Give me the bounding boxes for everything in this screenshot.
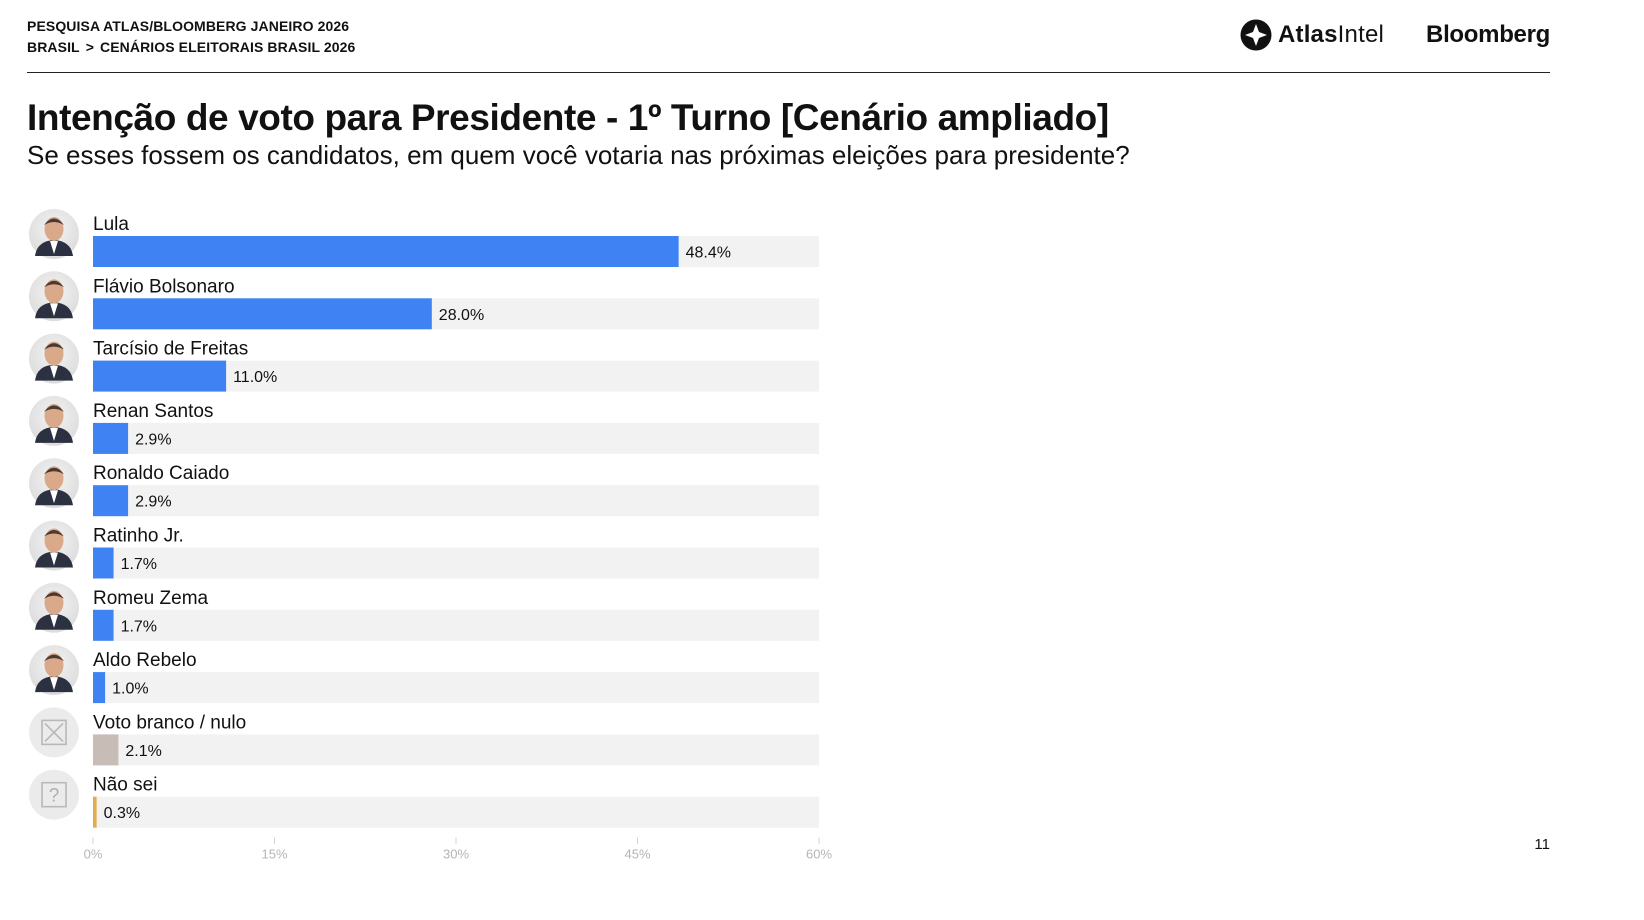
page-title: Intenção de voto para Presidente - 1º Tu… <box>27 97 1109 138</box>
bar <box>93 672 106 704</box>
x-axis-tick-label: 15% <box>261 847 287 862</box>
avatar-hair-icon <box>44 592 64 599</box>
bar-category-label: Tarcísio de Freitas <box>93 339 248 360</box>
avatar-face-icon <box>44 279 64 304</box>
avatar-collar-icon <box>50 303 58 317</box>
atlas-logo-light: Intel <box>1337 21 1385 48</box>
avatar-collar-icon <box>50 677 58 691</box>
avatar-hair-icon <box>44 343 64 350</box>
bar-track <box>93 796 819 828</box>
bar-category-label: Voto branco / nulo <box>93 712 246 733</box>
breadcrumb-current: CENÁRIOS ELEITORAIS BRASIL 2026 <box>100 39 356 55</box>
page-subtitle: Se esses fossem os candidatos, em quem v… <box>27 140 1130 170</box>
x-axis-tick-label: 45% <box>624 847 650 862</box>
bar-value-label: 11.0% <box>233 369 277 386</box>
bar-category-label: Aldo Rebelo <box>93 650 197 671</box>
bar-value-label: 0.3% <box>104 805 140 822</box>
bar-category-label: Lula <box>93 214 129 235</box>
bar-category-label: Flávio Bolsonaro <box>93 276 235 297</box>
avatar-face-icon <box>44 528 64 553</box>
page-number: 11 <box>1534 836 1550 853</box>
bar <box>93 236 679 267</box>
bar-category-label: Romeu Zema <box>93 588 209 609</box>
bar-track <box>93 609 819 641</box>
bar-category-label: Ronaldo Caiado <box>93 463 229 484</box>
atlasintel-logo: AtlasIntel <box>1240 19 1384 51</box>
bar-value-label: 1.0% <box>112 681 148 698</box>
avatar-collar-icon <box>50 241 58 254</box>
bar-value-label: 28.0% <box>439 307 484 324</box>
bar <box>93 796 97 828</box>
x-axis-tick-label: 60% <box>806 847 832 862</box>
report-header: PESQUISA ATLAS/BLOOMBERG JANEIRO 2026 BR… <box>27 16 355 58</box>
breadcrumb: BRASIL > CENÁRIOS ELEITORAIS BRASIL 2026 <box>27 37 355 58</box>
x-axis-tick-label: 30% <box>443 847 469 862</box>
avatar-hair-icon <box>44 218 64 225</box>
avatar-face-icon <box>44 653 64 678</box>
bar <box>93 422 129 454</box>
bar-track <box>93 672 819 704</box>
bar-category-label: Ratinho Jr. <box>93 526 184 547</box>
bar-value-label: 2.1% <box>125 743 161 760</box>
bar-value-label: 1.7% <box>121 556 157 573</box>
avatar-face-icon <box>44 466 64 491</box>
bar-value-label: 1.7% <box>121 618 157 635</box>
avatar-hair-icon <box>44 530 64 537</box>
breadcrumb-separator: > <box>85 39 94 55</box>
atlasintel-mark-icon <box>1240 19 1272 51</box>
bar-track <box>93 485 819 517</box>
bar <box>93 734 119 766</box>
avatar-collar-icon <box>50 490 58 504</box>
brand-logos: AtlasIntel Bloomberg <box>1240 15 1550 55</box>
bar-value-label: 2.9% <box>135 431 171 448</box>
bar-track <box>93 734 819 766</box>
avatar-hair-icon <box>44 467 64 475</box>
bar-category-label: Renan Santos <box>93 401 213 422</box>
header-divider <box>27 72 1550 73</box>
bar <box>93 609 114 641</box>
avatar-hair-icon <box>44 280 64 288</box>
breadcrumb-root: BRASIL <box>27 39 80 55</box>
bar-category-label: Não sei <box>93 775 157 796</box>
bar <box>93 485 129 517</box>
atlas-logo-bold: Atlas <box>1277 21 1338 48</box>
bloomberg-logo: Bloomberg <box>1426 21 1550 48</box>
avatar-collar-icon <box>50 552 58 566</box>
bar-track <box>93 422 819 454</box>
avatar-collar-icon <box>50 365 58 379</box>
avatar-face-icon <box>44 590 64 615</box>
avatar-collar-icon <box>50 614 58 628</box>
avatar-hair-icon <box>44 405 64 412</box>
blank-vote-box-icon <box>41 719 67 746</box>
x-axis-tick-label: 0% <box>84 847 103 862</box>
bar-value-label: 48.4% <box>686 245 731 262</box>
report-title: PESQUISA ATLAS/BLOOMBERG JANEIRO 2026 <box>27 18 350 34</box>
bar-value-label: 2.9% <box>135 494 171 511</box>
bar <box>93 298 432 330</box>
question-box-icon <box>41 781 67 808</box>
avatar-face-icon <box>44 341 64 366</box>
avatar-hair-icon <box>44 654 64 662</box>
bar-track <box>93 547 819 579</box>
avatar-face-icon <box>44 217 64 241</box>
bar <box>93 547 114 579</box>
blank-vote-cross-icon <box>44 722 64 742</box>
question-icon: ? <box>49 786 60 807</box>
avatar-face-icon <box>44 403 64 428</box>
bar <box>93 360 227 392</box>
avatar-collar-icon <box>50 427 58 441</box>
